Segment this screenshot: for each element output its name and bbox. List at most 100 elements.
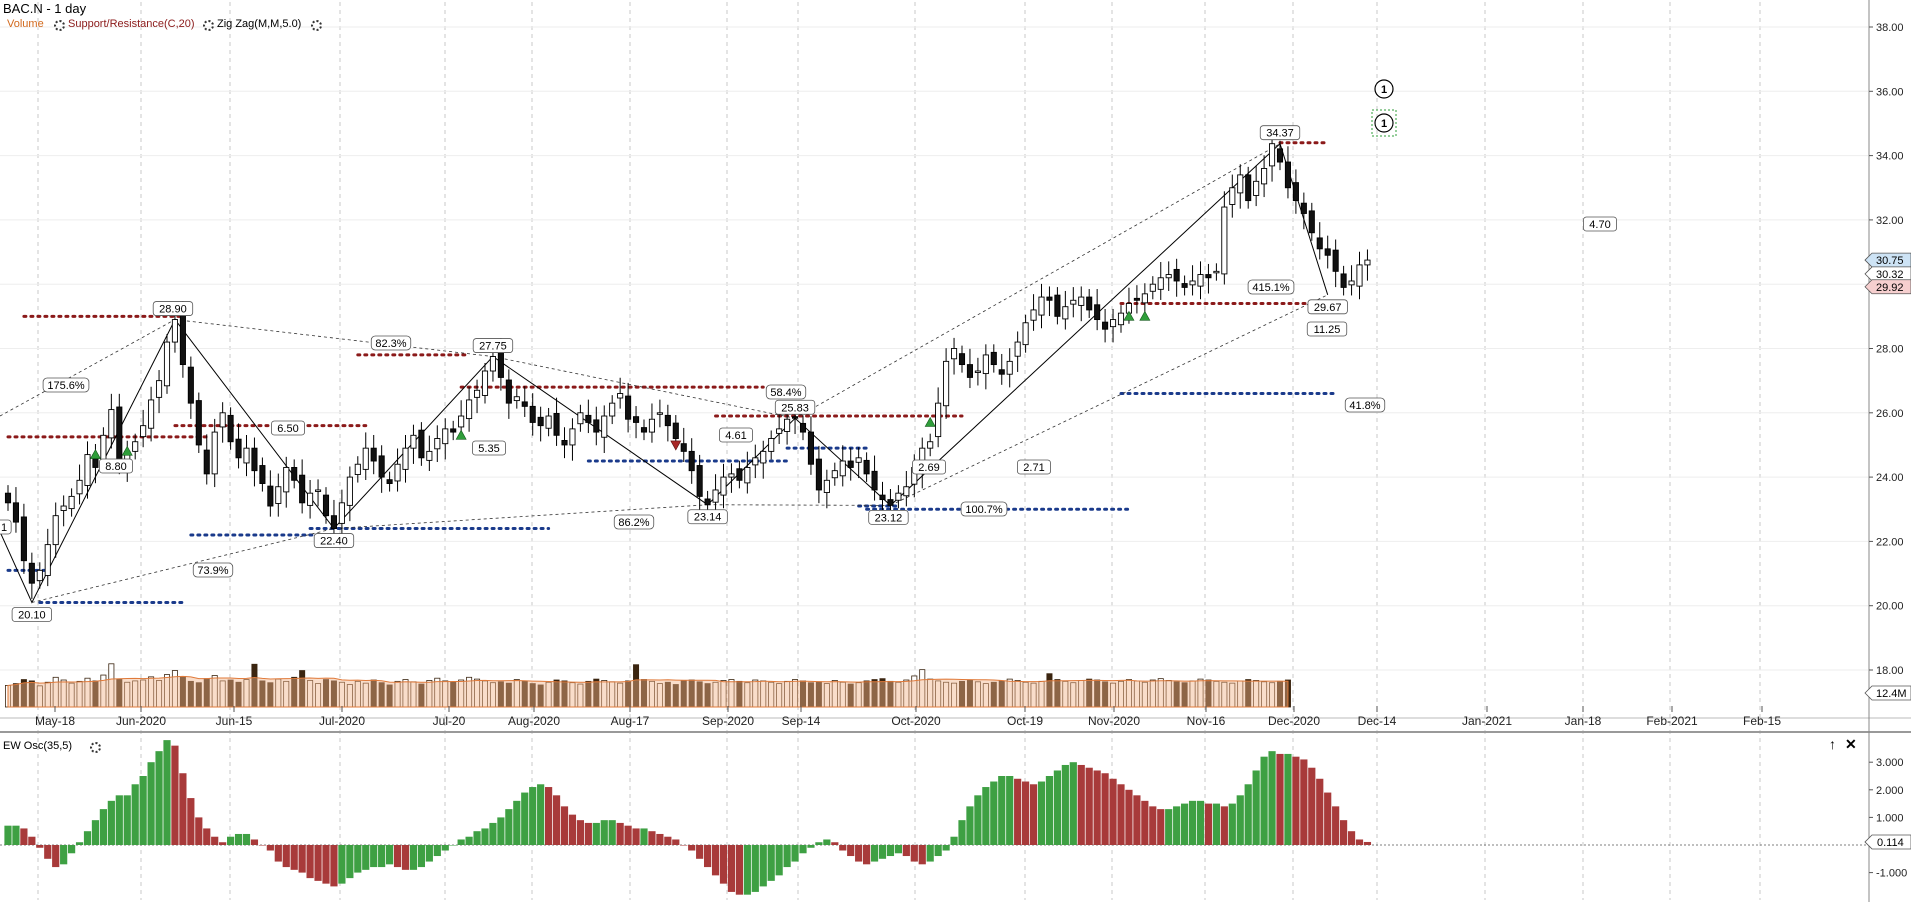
- candle-body: [466, 399, 473, 420]
- oscillator-bar: [584, 822, 592, 845]
- oscillator-bar: [1355, 839, 1364, 845]
- elliott-wave-marker[interactable]: 1: [1374, 79, 1394, 99]
- move-length-label: 1: [0, 519, 12, 535]
- oscillator-bar: [680, 845, 688, 846]
- date-tick-label: Oct-19: [1007, 714, 1043, 728]
- maximize-pane-arrow-icon[interactable]: ↑: [1829, 736, 1836, 752]
- svg-text:23.14: 23.14: [694, 512, 722, 524]
- elliott-wave-marker[interactable]: 1: [1371, 109, 1397, 137]
- volume-settings-gear-icon[interactable]: [54, 20, 65, 31]
- oscillator-bar: [640, 828, 648, 845]
- candle-body: [505, 379, 512, 404]
- candle-body: [330, 515, 338, 529]
- candle-body: [664, 414, 671, 427]
- oscillator-bar: [449, 845, 457, 846]
- candle-body: [648, 418, 655, 433]
- move-length-label: 8.80: [99, 458, 134, 474]
- candle-body: [60, 505, 67, 511]
- oscillator-bar: [648, 831, 656, 845]
- volume-indicator-label[interactable]: Volume: [7, 18, 44, 30]
- candle-body: [744, 467, 751, 484]
- candle-body: [243, 447, 250, 464]
- candle-body: [585, 414, 592, 423]
- candle-body: [1062, 306, 1069, 320]
- candle-body: [760, 450, 767, 464]
- oscillator-bar: [767, 845, 775, 881]
- date-tick-label: Sep-14: [782, 714, 821, 728]
- candle-body: [163, 341, 171, 387]
- buy-signal-icon: [89, 448, 101, 459]
- oscillator-bar: [672, 839, 680, 845]
- candle-body: [52, 515, 59, 546]
- price-tick-label: 24.00: [1876, 472, 1904, 484]
- candle-body: [4, 492, 12, 504]
- oscillator-bar: [147, 762, 155, 845]
- oscillator-settings-gear-icon[interactable]: [90, 742, 101, 753]
- oscillator-bar: [1188, 800, 1197, 845]
- svg-text:6.50: 6.50: [277, 423, 298, 435]
- candle-body: [1070, 299, 1077, 305]
- oscillator-bar: [1085, 767, 1093, 845]
- candle-body: [1173, 268, 1180, 282]
- svg-text:27.75: 27.75: [479, 341, 507, 353]
- oscillator-bar: [393, 845, 402, 868]
- svg-text:175.6%: 175.6%: [47, 380, 85, 392]
- candle-body: [879, 494, 886, 501]
- oscillator-bar: [1045, 776, 1054, 845]
- candle-body: [68, 495, 75, 510]
- price-tick-label: 18.00: [1876, 665, 1904, 677]
- candle-body: [1189, 280, 1196, 286]
- svg-text:25.83: 25.83: [781, 402, 809, 414]
- zigzag-indicator-label[interactable]: Zig Zag(M,M,5.0): [217, 18, 302, 30]
- oscillator-bar: [902, 845, 910, 857]
- candle-body: [903, 486, 910, 497]
- candle-body: [815, 458, 822, 491]
- candle-body: [672, 422, 679, 439]
- oscillator-bar: [823, 839, 831, 845]
- candle-body: [1046, 296, 1053, 301]
- pivot-label: 23.14: [687, 509, 728, 525]
- oscillator-bar: [743, 845, 751, 895]
- support-resistance-indicator-label[interactable]: Support/Resistance(C,20): [68, 18, 195, 30]
- retracement-percent-label: 415.1%: [1247, 279, 1295, 295]
- oscillator-bar: [560, 806, 569, 845]
- svg-text:5.35: 5.35: [478, 443, 499, 455]
- oscillator-bar: [131, 784, 139, 845]
- close-pane-icon[interactable]: ✕: [1845, 736, 1857, 752]
- candle-body: [855, 457, 862, 463]
- osc-tick-label: 2.000: [1876, 785, 1904, 797]
- price-badge: [1864, 266, 1911, 282]
- oscillator-bar: [950, 836, 958, 845]
- candle-body: [958, 353, 966, 366]
- oscillator-bar: [696, 845, 704, 859]
- candle-body: [299, 474, 306, 504]
- candle-body: [76, 479, 83, 495]
- candle-body: [1197, 274, 1204, 287]
- zigzag-settings-gear-icon[interactable]: [311, 20, 322, 31]
- support-resistance-levels: [6, 141, 1338, 604]
- oscillator-bar: [704, 845, 712, 868]
- candle-body: [863, 459, 870, 475]
- oscillator-bar: [1125, 789, 1133, 845]
- oscillator-bar: [926, 845, 934, 862]
- candle-body: [569, 428, 576, 446]
- sr-settings-gear-icon[interactable]: [203, 20, 214, 31]
- oscillator-bar: [386, 845, 394, 865]
- candle-body: [1324, 248, 1331, 256]
- oscillator-bar: [1347, 831, 1356, 845]
- candle-body: [410, 434, 417, 449]
- retracement-percent-label: 82.3%: [370, 335, 412, 351]
- svg-text:86.2%: 86.2%: [618, 517, 649, 529]
- oscillator-label[interactable]: EW Osc(35,5): [3, 740, 73, 752]
- date-tick-label: May-18: [35, 714, 75, 728]
- candle-body: [752, 457, 759, 466]
- oscillator-bar: [139, 776, 147, 845]
- date-tick-label: Jul-20: [433, 714, 466, 728]
- candle-body: [990, 351, 997, 366]
- oscillator-bar: [1196, 800, 1205, 845]
- candle-body: [935, 402, 942, 438]
- candle-body: [20, 516, 27, 562]
- oscillator-bar: [552, 795, 561, 845]
- price-badge: [1864, 252, 1911, 268]
